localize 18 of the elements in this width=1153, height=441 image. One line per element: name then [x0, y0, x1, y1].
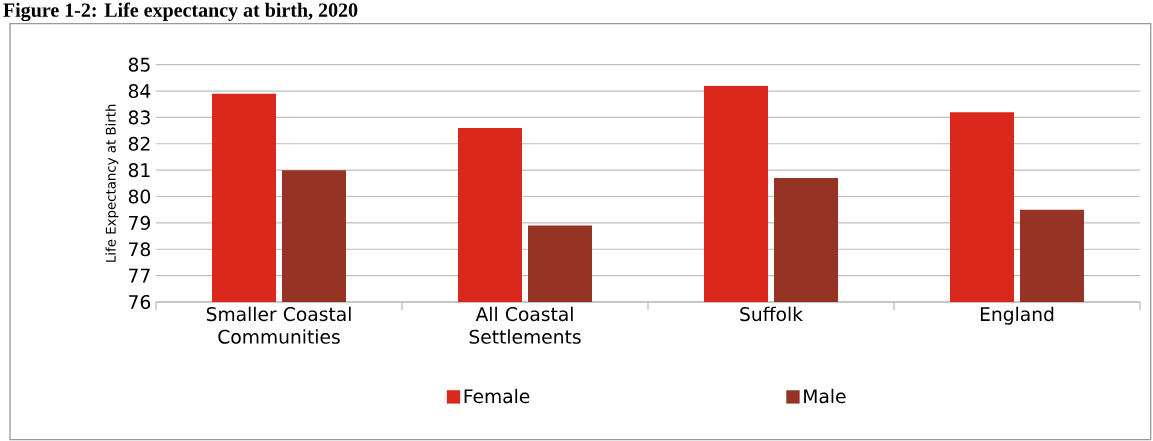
chart-title: Figure 1-2: Life expectancy at birth, 2020 [3, 2, 358, 22]
x-tick-label: All Coastal Settlements [469, 306, 581, 344]
y-tick-label: 79 [129, 215, 150, 230]
legend-label: Male [804, 388, 846, 404]
x-tick-label: England [980, 306, 1054, 325]
legend-label: Female [464, 388, 530, 404]
y-tick-label: 80 [128, 189, 151, 204]
y-tick-label: 81 [128, 163, 150, 178]
x-tick-label: Smaller Coastal Communities [206, 306, 351, 344]
y-axis-title: Life Expectancy at Birth [105, 104, 119, 262]
y-tick-label: 82 [128, 136, 150, 151]
y-tick-label: 84 [128, 83, 151, 99]
x-tick-label: Suffolk [740, 306, 803, 322]
y-tick-label: 76 [129, 294, 151, 310]
y-tick-label: 83 [128, 110, 150, 125]
y-tick-label: 85 [128, 57, 150, 72]
y-tick-label: 78 [129, 242, 151, 257]
y-tick-label: 77 [129, 268, 150, 283]
